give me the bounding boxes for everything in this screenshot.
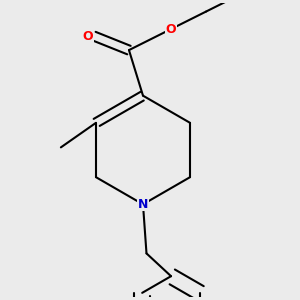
Text: N: N — [138, 198, 148, 211]
Text: O: O — [166, 22, 176, 36]
Text: O: O — [82, 30, 93, 43]
